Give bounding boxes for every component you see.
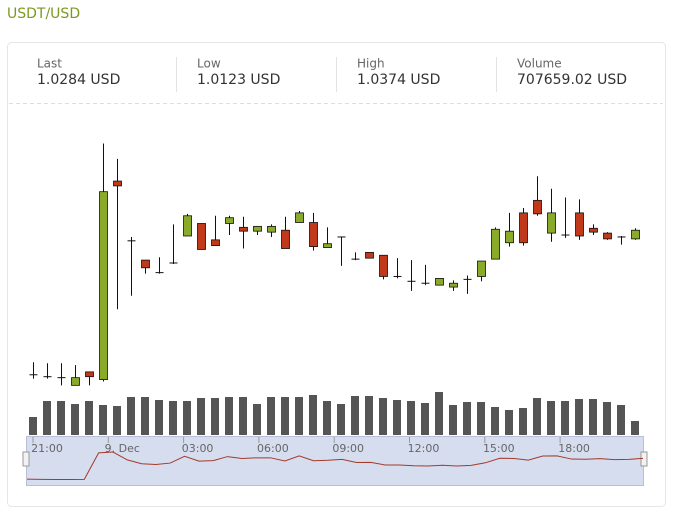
- candle-body: [113, 180, 122, 187]
- volume-bar: [449, 405, 457, 435]
- volume-bar: [253, 404, 261, 435]
- candle-body: [253, 225, 262, 232]
- navigator-label: 21:00: [31, 442, 63, 455]
- volume-bar: [281, 397, 289, 435]
- volume-bar: [505, 410, 513, 435]
- volume-bar: [29, 417, 37, 435]
- candle-body: [435, 277, 444, 286]
- page-title: USDT/USD: [7, 6, 80, 22]
- candle-body: [519, 212, 528, 244]
- volume-bar: [169, 401, 177, 435]
- stat-label: High: [357, 57, 385, 71]
- volume-bar: [239, 397, 247, 435]
- volume-bar: [99, 405, 107, 435]
- navigator-label: 09:00: [332, 442, 364, 455]
- volume-bar: [183, 401, 191, 435]
- candle-body: [603, 232, 612, 240]
- candle-body: [309, 222, 318, 248]
- volume-bar: [127, 397, 135, 435]
- stat-label: Volume: [517, 57, 562, 71]
- candle-body: [295, 212, 304, 223]
- candle-body: [379, 254, 388, 277]
- stat-value: 1.0374 USD: [357, 72, 440, 88]
- volume-bar: [225, 397, 233, 435]
- candle-body: [239, 226, 248, 232]
- candle-body: [449, 282, 458, 288]
- candle-body: [631, 229, 640, 240]
- navigator-label: 18:00: [558, 442, 590, 455]
- navigator-handle[interactable]: [22, 451, 30, 467]
- navigator-line: [26, 451, 644, 481]
- volume-bar: [211, 398, 219, 435]
- volume-bar: [379, 398, 387, 435]
- candle-body: [365, 251, 374, 259]
- candle-body: [281, 229, 290, 249]
- volume-bar: [519, 408, 527, 435]
- volume-bar: [113, 406, 121, 435]
- volume-bar: [589, 399, 597, 435]
- candle-body: [71, 377, 80, 386]
- navigator[interactable]: [26, 436, 644, 486]
- candle-body: [547, 212, 556, 234]
- candle-body: [575, 212, 584, 237]
- volume-bar: [463, 402, 471, 435]
- stat-value: 707659.02 USD: [517, 72, 627, 88]
- candle-body: [533, 199, 542, 215]
- candle-body: [323, 243, 332, 248]
- navigator-handle[interactable]: [640, 451, 648, 467]
- volume-bar: [57, 401, 65, 435]
- volume-bar: [575, 399, 583, 435]
- stat-label: Low: [197, 57, 221, 71]
- volume-bar: [155, 400, 163, 435]
- candle-body: [225, 217, 234, 224]
- volume-bar: [491, 407, 499, 435]
- volume-bar: [477, 402, 485, 435]
- candle-body: [505, 230, 514, 244]
- volume-bar: [603, 402, 611, 435]
- volume-bar: [309, 395, 317, 435]
- volume-bar: [141, 397, 149, 435]
- candle-body: [267, 225, 276, 233]
- navigator-label: 9. Dec: [105, 442, 140, 455]
- volume-bar: [295, 397, 303, 435]
- volume-bar: [85, 401, 93, 435]
- navigator-label: 15:00: [483, 442, 515, 455]
- volume-bar: [617, 405, 625, 435]
- volume-bar: [561, 401, 569, 435]
- candle-body: [589, 227, 598, 233]
- stat-label: Last: [37, 57, 62, 71]
- navigator-label: 06:00: [257, 442, 289, 455]
- candle-body: [491, 228, 500, 260]
- card: [7, 42, 666, 507]
- navigator-label: 12:00: [408, 442, 440, 455]
- candle-body: [211, 239, 220, 247]
- volume-bar: [337, 404, 345, 435]
- candle-body: [99, 191, 108, 380]
- volume-bar: [365, 396, 373, 435]
- volume-bar: [407, 401, 415, 435]
- candle-body: [141, 259, 150, 269]
- volume-bar: [351, 396, 359, 435]
- volume-bar: [43, 401, 51, 435]
- candle-body: [197, 223, 206, 250]
- volume-bar: [197, 398, 205, 435]
- candle-body: [183, 215, 192, 237]
- volume-bar: [393, 400, 401, 435]
- volume-bar: [435, 392, 443, 435]
- stat-value: 1.0284 USD: [37, 72, 120, 88]
- volume-bar: [267, 397, 275, 435]
- volume-bar: [631, 421, 639, 435]
- candle-body: [477, 260, 486, 277]
- volume-bar: [71, 404, 79, 435]
- navigator-label: 03:00: [182, 442, 214, 455]
- volume-bar: [323, 401, 331, 435]
- stat-value: 1.0123 USD: [197, 72, 280, 88]
- candle-body: [85, 371, 94, 378]
- volume-bar: [533, 398, 541, 435]
- volume-bar: [421, 403, 429, 435]
- volume-bar: [547, 401, 555, 435]
